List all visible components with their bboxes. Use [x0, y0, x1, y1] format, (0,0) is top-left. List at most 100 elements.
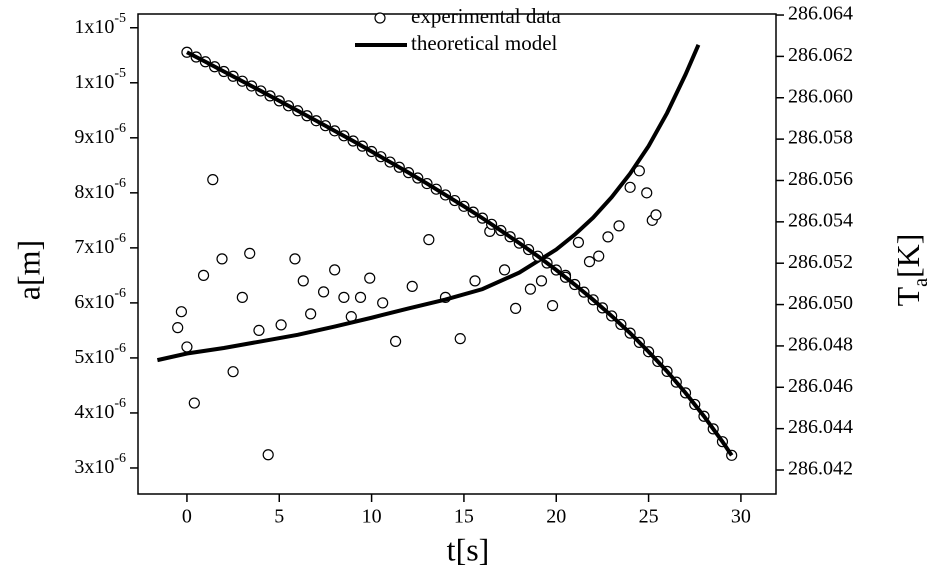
- y2-tick-label: 286.054: [788, 209, 853, 231]
- data-point: [535, 275, 548, 287]
- data-point: [188, 397, 200, 409]
- y2-tick-label: 286.060: [788, 85, 853, 107]
- y2-label-unit: [K]: [890, 234, 926, 278]
- data-point: [317, 286, 330, 298]
- data-point: [197, 269, 210, 281]
- y-axis-label: a[m]: [10, 240, 46, 300]
- y2-axis-label: Ta[K]: [890, 234, 931, 307]
- x-tick-label: 15: [454, 506, 474, 528]
- y2-tick-label: 286.044: [788, 416, 853, 438]
- y-tick-mantissa: 7x10: [74, 235, 114, 257]
- x-tick-label: 10: [362, 506, 382, 528]
- data-point: [613, 220, 625, 232]
- y-tick-mantissa: 5x10: [74, 346, 114, 368]
- data-point: [498, 264, 511, 276]
- y2-label-sub: a: [910, 278, 932, 287]
- data-point: [227, 366, 239, 378]
- data-point: [524, 283, 537, 295]
- data-point: [289, 253, 301, 265]
- data-point: [253, 324, 265, 337]
- data-point: [406, 280, 418, 292]
- legend-swatch: [374, 12, 386, 24]
- y-tick-label: 8x10-6: [74, 176, 126, 202]
- data-point: [641, 187, 653, 199]
- data-point: [572, 236, 585, 248]
- data-point: [454, 333, 466, 345]
- data-point: [510, 302, 522, 314]
- y-tick-label: 9x10-6: [74, 121, 126, 147]
- y-tick-label: 4x10-6: [74, 396, 126, 422]
- x-tick-label: 5: [274, 506, 284, 528]
- y-tick-exponent: -6: [114, 396, 126, 411]
- y-tick-mantissa: 3x10: [74, 456, 114, 478]
- x-axis-label: t[s]: [447, 531, 490, 567]
- y-tick-mantissa: 1x10: [74, 15, 114, 37]
- model-line: [156, 44, 701, 363]
- data-point: [354, 291, 367, 303]
- y-tick-label: 1x10-5: [74, 11, 126, 37]
- x-tick-label: 30: [731, 506, 751, 528]
- data-point: [469, 275, 481, 287]
- y-tick-mantissa: 8x10: [74, 180, 114, 202]
- y2-tick-label: 286.052: [788, 251, 853, 273]
- data-point: [583, 256, 596, 268]
- y-tick-mantissa: 4x10: [74, 401, 114, 423]
- data-point: [546, 300, 559, 312]
- data-point: [650, 209, 662, 221]
- y2-tick-label: 286.050: [788, 292, 853, 314]
- y2-tick-label: 286.048: [788, 334, 853, 356]
- y-tick-exponent: -5: [114, 66, 126, 81]
- data-point: [364, 272, 376, 284]
- data-point: [244, 247, 256, 259]
- y-tick-exponent: -6: [114, 341, 126, 356]
- y2-tick-label: 286.042: [788, 458, 853, 480]
- x-tick-label: 20: [546, 506, 566, 528]
- y2-tick-label: 286.062: [788, 44, 853, 66]
- y-tick-label: 6x10-6: [74, 286, 126, 312]
- data-point: [181, 341, 193, 353]
- x-tick-label: 0: [182, 506, 192, 528]
- y2-tick-label: 286.058: [788, 127, 853, 149]
- y-tick-label: 3x10-6: [74, 451, 126, 477]
- plot-frame: [137, 13, 777, 495]
- y2-tick-label: 286.046: [788, 375, 853, 397]
- data-point: [175, 306, 187, 318]
- data-point: [329, 264, 341, 276]
- y-tick-exponent: -6: [114, 176, 126, 191]
- y-tick-exponent: -6: [114, 231, 126, 246]
- x-tick-label: 25: [639, 506, 659, 528]
- data-point: [297, 275, 309, 287]
- y-tick-exponent: -5: [114, 11, 126, 26]
- data-point: [172, 322, 184, 334]
- data-point: [423, 234, 435, 246]
- y-tick-label: 5x10-6: [74, 341, 126, 367]
- y-tick-mantissa: 9x10: [74, 125, 114, 147]
- y2-tick-label: 286.064: [788, 3, 853, 25]
- data-point: [207, 174, 219, 186]
- data-point: [602, 231, 614, 243]
- y-tick-exponent: -6: [114, 121, 126, 136]
- data-point: [593, 250, 605, 262]
- y-tick-mantissa: 1x10: [74, 70, 114, 92]
- data-point: [305, 308, 317, 320]
- data-point: [390, 335, 402, 348]
- data-point: [236, 291, 248, 303]
- y-tick-label: 1x10-5: [74, 66, 126, 92]
- y-tick-exponent: -6: [114, 451, 126, 466]
- data-point: [216, 253, 228, 265]
- y-tick-mantissa: 6x10: [74, 290, 114, 312]
- y-tick-label: 7x10-6: [74, 231, 126, 257]
- legend-label: theoretical model: [411, 31, 558, 55]
- data-point: [624, 181, 636, 193]
- data-point: [262, 449, 274, 461]
- data-point: [377, 297, 389, 309]
- data-point: [275, 319, 287, 331]
- y-tick-exponent: -6: [114, 286, 126, 301]
- legend-label: experimental data: [411, 4, 562, 28]
- y2-tick-label: 286.056: [788, 168, 853, 190]
- y2-label-main: T: [890, 286, 926, 306]
- model-line: [186, 50, 734, 457]
- data-point: [338, 291, 350, 303]
